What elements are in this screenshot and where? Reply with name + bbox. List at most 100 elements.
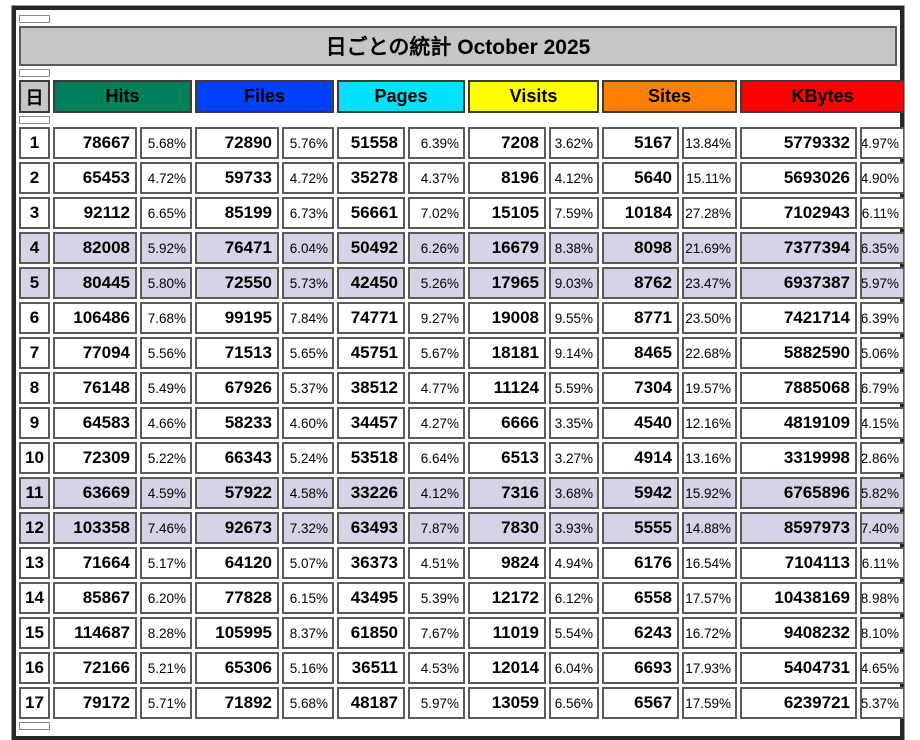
day-cell: 8	[19, 372, 50, 404]
kbytes-value-cell: 6765896	[740, 477, 857, 509]
table-title: 日ごとの統計 October 2025	[19, 26, 897, 66]
files-value-cell: 66343	[195, 442, 279, 474]
files-percent-cell: 5.68%	[282, 687, 334, 719]
visits-percent-cell: 9.03%	[549, 267, 599, 299]
sites-value-cell: 8771	[602, 302, 679, 334]
files-percent-cell: 6.73%	[282, 197, 334, 229]
sites-value-cell: 4914	[602, 442, 679, 474]
files-value-cell: 58233	[195, 407, 279, 439]
day-cell: 6	[19, 302, 50, 334]
day-cell: 17	[19, 687, 50, 719]
visits-percent-cell: 9.55%	[549, 302, 599, 334]
sites-value-cell: 8098	[602, 232, 679, 264]
visits-value-cell: 7830	[468, 512, 546, 544]
kbytes-value-cell: 6937387	[740, 267, 857, 299]
files-percent-cell: 5.76%	[282, 127, 334, 159]
files-value-cell: 64120	[195, 547, 279, 579]
kbytes-percent-cell: 5.82%	[860, 477, 905, 509]
hits-value-cell: 76148	[53, 372, 137, 404]
pages-value-cell: 50492	[337, 232, 405, 264]
day-column-header: 日	[19, 80, 50, 113]
visits-value-cell: 17965	[468, 267, 546, 299]
sites-value-cell: 7304	[602, 372, 679, 404]
visits-value-cell: 7316	[468, 477, 546, 509]
kbytes-percent-cell: 7.40%	[860, 512, 905, 544]
sites-value-cell: 8762	[602, 267, 679, 299]
visits-percent-cell: 3.93%	[549, 512, 599, 544]
pages-value-cell: 45751	[337, 337, 405, 369]
kbytes-percent-cell: 8.98%	[860, 582, 905, 614]
column-header-sites: Sites	[602, 80, 737, 113]
pages-percent-cell: 5.67%	[408, 337, 465, 369]
hits-percent-cell: 6.20%	[140, 582, 192, 614]
pages-value-cell: 42450	[337, 267, 405, 299]
table-header-row: 日 Hits Files Pages Visits Sites KBytes	[19, 80, 905, 113]
sites-percent-cell: 17.57%	[682, 582, 737, 614]
stats-row-day-3: 3 92112 6.65% 85199 6.73% 56661 7.02% 15105 7.59…	[19, 197, 905, 229]
day-cell: 3	[19, 197, 50, 229]
stats-row-day-5: 5 80445 5.80% 72550 5.73% 42450 5.26% 17965 9.03…	[19, 267, 905, 299]
sites-value-cell: 10184	[602, 197, 679, 229]
files-percent-cell: 4.72%	[282, 162, 334, 194]
pages-value-cell: 38512	[337, 372, 405, 404]
files-value-cell: 71892	[195, 687, 279, 719]
pages-percent-cell: 6.39%	[408, 127, 465, 159]
visits-percent-cell: 6.12%	[549, 582, 599, 614]
visits-percent-cell: 4.12%	[549, 162, 599, 194]
stats-row-day-15: 15 114687 8.28% 105995 8.37% 61850 7.67% 11019 5…	[19, 617, 905, 649]
files-value-cell: 99195	[195, 302, 279, 334]
table-body: 1 78667 5.68% 72890 5.76% 51558 6.39% 7208 3.62%…	[19, 127, 905, 719]
sites-percent-cell: 23.50%	[682, 302, 737, 334]
pages-percent-cell: 7.67%	[408, 617, 465, 649]
sites-percent-cell: 19.57%	[682, 372, 737, 404]
hits-value-cell: 80445	[53, 267, 137, 299]
files-value-cell: 77828	[195, 582, 279, 614]
hits-value-cell: 77094	[53, 337, 137, 369]
sites-value-cell: 6567	[602, 687, 679, 719]
pages-percent-cell: 4.53%	[408, 652, 465, 684]
visits-value-cell: 12014	[468, 652, 546, 684]
sites-value-cell: 6558	[602, 582, 679, 614]
hits-percent-cell: 4.66%	[140, 407, 192, 439]
sites-value-cell: 6693	[602, 652, 679, 684]
visits-value-cell: 19008	[468, 302, 546, 334]
kbytes-percent-cell: 2.86%	[860, 442, 905, 474]
hits-percent-cell: 5.49%	[140, 372, 192, 404]
visits-percent-cell: 5.59%	[549, 372, 599, 404]
spacer-cell-top	[19, 15, 50, 23]
kbytes-percent-cell: 4.97%	[860, 127, 905, 159]
pages-value-cell: 36511	[337, 652, 405, 684]
day-cell: 10	[19, 442, 50, 474]
pages-value-cell: 74771	[337, 302, 405, 334]
files-percent-cell: 5.16%	[282, 652, 334, 684]
hits-value-cell: 85867	[53, 582, 137, 614]
pages-value-cell: 35278	[337, 162, 405, 194]
hits-percent-cell: 5.22%	[140, 442, 192, 474]
stats-row-day-9: 9 64583 4.66% 58233 4.60% 34457 4.27% 6666 3.35%…	[19, 407, 905, 439]
kbytes-value-cell: 9408232	[740, 617, 857, 649]
column-header-hits: Hits	[53, 80, 192, 113]
column-header-files: Files	[195, 80, 334, 113]
hits-percent-cell: 8.28%	[140, 617, 192, 649]
visits-percent-cell: 3.27%	[549, 442, 599, 474]
hits-percent-cell: 5.56%	[140, 337, 192, 369]
hits-percent-cell: 5.21%	[140, 652, 192, 684]
kbytes-percent-cell: 6.35%	[860, 232, 905, 264]
kbytes-value-cell: 7377394	[740, 232, 857, 264]
spacer-cell-above-rows	[19, 116, 50, 124]
day-cell: 9	[19, 407, 50, 439]
hits-percent-cell: 6.65%	[140, 197, 192, 229]
visits-percent-cell: 7.59%	[549, 197, 599, 229]
visits-percent-cell: 9.14%	[549, 337, 599, 369]
sites-percent-cell: 16.54%	[682, 547, 737, 579]
hits-value-cell: 71664	[53, 547, 137, 579]
files-percent-cell: 8.37%	[282, 617, 334, 649]
visits-percent-cell: 4.94%	[549, 547, 599, 579]
pages-value-cell: 34457	[337, 407, 405, 439]
visits-value-cell: 6513	[468, 442, 546, 474]
visits-percent-cell: 6.04%	[549, 652, 599, 684]
stats-row-day-4: 4 82008 5.92% 76471 6.04% 50492 6.26% 16679 8.38…	[19, 232, 905, 264]
hits-percent-cell: 7.68%	[140, 302, 192, 334]
files-percent-cell: 5.37%	[282, 372, 334, 404]
